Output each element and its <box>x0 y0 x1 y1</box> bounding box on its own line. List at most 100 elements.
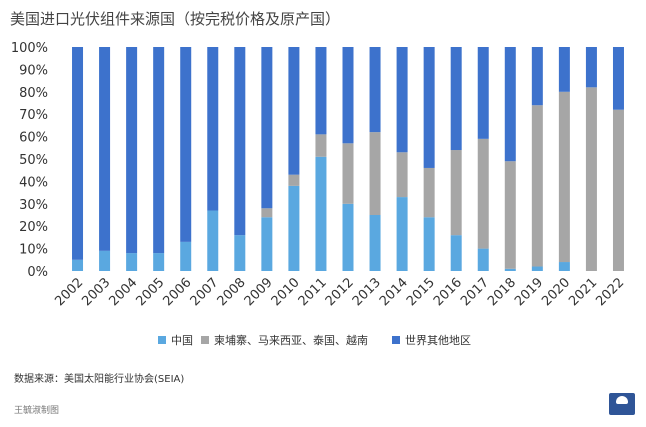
x-tick-label: 2006 <box>161 275 195 309</box>
bar-segment <box>612 109 624 271</box>
bar-segment <box>558 91 570 263</box>
bar-segment <box>558 47 570 92</box>
x-tick-label: 2012 <box>323 275 357 309</box>
bar-segment <box>423 47 435 168</box>
bar-segment <box>99 250 111 271</box>
bar-segment <box>504 161 516 269</box>
x-tick-label: 2016 <box>431 275 465 309</box>
bar-segment <box>315 134 327 157</box>
bar-segment <box>423 167 435 218</box>
bar-segment <box>396 197 408 271</box>
x-tick-label: 2021 <box>566 275 600 309</box>
bar-segment <box>396 47 408 153</box>
bar-segment <box>72 259 84 271</box>
y-tick-label: 30% <box>19 198 48 213</box>
bar-segment <box>612 47 624 110</box>
legend-label: 世界其他地区 <box>405 334 471 347</box>
bar-segment <box>450 235 462 271</box>
x-tick-label: 2009 <box>242 275 276 309</box>
y-tick-label: 0% <box>27 265 48 280</box>
x-tick-label: 2011 <box>296 275 330 309</box>
x-tick-label: 2022 <box>593 275 627 309</box>
y-tick-label: 20% <box>19 220 48 235</box>
bar-segment <box>180 241 192 271</box>
bars <box>72 47 624 271</box>
bar-segment <box>369 47 381 133</box>
y-tick-label: 90% <box>19 63 48 78</box>
bar-segment <box>423 217 435 271</box>
x-axis: 2002200320042005200620072008200920102011… <box>52 275 627 309</box>
bar-segment <box>585 47 597 88</box>
x-tick-label: 2008 <box>215 275 249 309</box>
bar-segment <box>180 47 192 242</box>
logo-mark-icon <box>616 396 628 404</box>
bar-segment <box>315 47 327 135</box>
bar-segment <box>261 217 273 271</box>
legend-swatch <box>392 336 400 344</box>
bar-segment <box>396 152 408 198</box>
source-note: 数据来源：美国太阳能行业协会(SEIA) <box>14 374 185 385</box>
bar-segment <box>234 235 246 271</box>
x-tick-label: 2003 <box>79 275 113 309</box>
bar-segment <box>315 156 327 271</box>
x-tick-label: 2014 <box>377 275 411 309</box>
y-tick-label: 50% <box>19 153 48 168</box>
bar-segment <box>288 174 300 186</box>
y-tick-label: 70% <box>19 108 48 123</box>
legend: 中国 柬埔寨、马来西亚、泰国、越南 世界其他地区 <box>158 333 471 347</box>
bar-segment <box>531 105 543 267</box>
bar-segment <box>477 138 489 249</box>
bar-segment <box>342 143 354 204</box>
x-tick-label: 2004 <box>106 275 140 309</box>
bar-segment <box>288 47 300 175</box>
bar-segment <box>153 47 165 254</box>
x-tick-label: 2019 <box>512 275 546 309</box>
bar-segment <box>504 47 516 162</box>
bar-segment <box>126 253 138 271</box>
y-tick-label: 60% <box>19 131 48 146</box>
y-axis: 0% 10% 20% 30% 40% 50% 60% 70% 80% 90% 100% <box>11 41 48 280</box>
x-tick-label: 2018 <box>485 275 519 309</box>
bar-segment <box>234 47 246 236</box>
x-tick-label: 2015 <box>404 275 438 309</box>
legend-swatch <box>201 336 209 344</box>
bar-segment <box>207 210 219 271</box>
y-tick-label: 100% <box>11 41 48 56</box>
bar-segment <box>261 208 273 218</box>
bar-segment <box>288 185 300 271</box>
bar-segment <box>585 87 597 271</box>
bar-segment <box>450 47 462 151</box>
y-tick-label: 10% <box>19 243 48 258</box>
bar-segment <box>99 47 111 251</box>
credit-note: 王毓淑制图 <box>14 406 60 416</box>
bar-segment <box>261 47 273 209</box>
legend-label: 中国 <box>171 334 193 347</box>
bar-segment <box>504 268 516 271</box>
bar-segment <box>477 248 489 271</box>
bar-segment <box>369 215 381 271</box>
bar-segment <box>558 262 570 271</box>
x-tick-label: 2002 <box>52 275 86 309</box>
bar-segment <box>531 47 543 106</box>
bar-segment <box>342 203 354 271</box>
bar-segment <box>342 47 354 144</box>
x-tick-label: 2007 <box>188 275 222 309</box>
bar-segment <box>450 150 462 236</box>
bar-segment <box>207 47 219 211</box>
bar-segment <box>126 47 138 254</box>
bar-segment <box>531 266 543 271</box>
y-tick-label: 80% <box>19 86 48 101</box>
x-tick-label: 2005 <box>133 275 167 309</box>
x-tick-label: 2013 <box>350 275 384 309</box>
legend-label: 柬埔寨、马来西亚、泰国、越南 <box>214 333 368 347</box>
x-tick-label: 2017 <box>458 275 492 309</box>
bar-segment <box>153 253 165 271</box>
chart-title: 美国进口光伏组件来源国（按完税价格及原产国） <box>10 10 341 28</box>
y-tick-label: 40% <box>19 175 48 190</box>
legend-swatch <box>158 336 166 344</box>
bar-segment <box>369 132 381 215</box>
brand-logo <box>609 393 635 415</box>
bar-segment <box>72 47 84 260</box>
x-tick-label: 2020 <box>539 275 573 309</box>
